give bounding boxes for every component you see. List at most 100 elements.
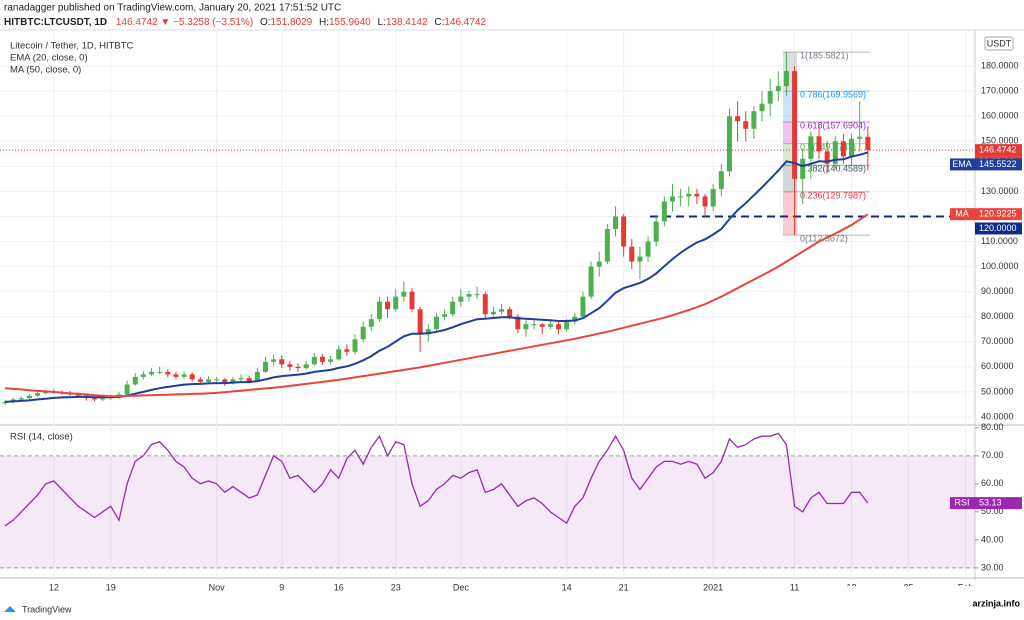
candle-body bbox=[319, 356, 325, 362]
last-price-tag: 146.4742 bbox=[979, 144, 1017, 154]
rsi-tag: 53.13 bbox=[979, 497, 1002, 507]
brand: TradingView bbox=[22, 604, 72, 614]
candle-body bbox=[572, 316, 578, 322]
price-tag-bg bbox=[975, 208, 1022, 221]
candle-body bbox=[92, 398, 98, 400]
candle-body bbox=[181, 374, 187, 377]
fib-label: 0.382(140.4589) bbox=[800, 164, 866, 174]
candle-body bbox=[262, 361, 268, 372]
candle-body bbox=[214, 379, 220, 381]
x-tick-label: Nov bbox=[209, 582, 226, 592]
candle-body bbox=[669, 196, 675, 202]
candle-body bbox=[425, 329, 431, 335]
candle-body bbox=[604, 229, 610, 262]
x-tick-label: 9 bbox=[279, 582, 284, 592]
x-tick-label: Dec bbox=[453, 582, 470, 592]
y-tick-label: 70.00 bbox=[981, 450, 1004, 460]
y-tick-label: 180.0000 bbox=[981, 60, 1019, 70]
rsi-tag-bg bbox=[975, 497, 1022, 510]
candle-body bbox=[157, 371, 163, 373]
candle-body bbox=[26, 395, 32, 399]
ohlc-key: O: bbox=[260, 17, 271, 28]
candle-body bbox=[499, 309, 505, 312]
candle-body bbox=[189, 374, 195, 380]
currency-box bbox=[984, 36, 1014, 51]
y-tick-label: 80.00 bbox=[981, 422, 1004, 432]
candle-body bbox=[393, 296, 399, 310]
candle-body bbox=[678, 196, 684, 198]
candle-body bbox=[43, 391, 49, 394]
candle-body bbox=[368, 319, 374, 327]
price-tag-key: MA bbox=[955, 209, 969, 219]
candle-body bbox=[515, 316, 521, 330]
candle-body bbox=[588, 266, 594, 297]
candle-body bbox=[751, 111, 757, 129]
candle-body bbox=[849, 138, 855, 157]
candle-body bbox=[629, 246, 635, 262]
candle-body bbox=[792, 71, 798, 179]
candle-body bbox=[401, 291, 407, 297]
candle-body bbox=[466, 294, 472, 297]
price-tag-key: EMA bbox=[952, 159, 972, 169]
y-tick-label: 50.0000 bbox=[981, 386, 1014, 396]
x-tick-label: 16 bbox=[334, 582, 344, 592]
candle-body bbox=[621, 216, 627, 247]
legend-ema: EMA (20, close, 0) bbox=[10, 53, 88, 64]
ohlc-key: L: bbox=[378, 17, 386, 28]
candle-body bbox=[165, 371, 171, 375]
candle-body bbox=[458, 296, 464, 302]
candle-body bbox=[433, 316, 439, 330]
candle-body bbox=[564, 321, 570, 330]
candle-body bbox=[385, 301, 391, 310]
x-tick-label: 2021 bbox=[703, 582, 723, 592]
candle-body bbox=[735, 116, 741, 122]
y-tick-label: 60.0000 bbox=[981, 361, 1014, 371]
fib-label: 0.236(129.7987) bbox=[800, 190, 866, 200]
candle-body bbox=[344, 349, 350, 352]
candle-body bbox=[417, 309, 423, 335]
candle-body bbox=[303, 364, 309, 369]
fib-label: 0.5(149.0747) bbox=[800, 142, 856, 152]
candle-body bbox=[132, 376, 138, 385]
indicator-line bbox=[4, 213, 869, 398]
candle-body bbox=[653, 221, 659, 242]
candle-body bbox=[694, 193, 700, 197]
candle-body bbox=[710, 188, 716, 207]
candle-body bbox=[311, 356, 317, 365]
x-tick-label: 19 bbox=[106, 582, 116, 592]
candle-body bbox=[238, 378, 244, 380]
candle-body bbox=[246, 378, 252, 382]
candle-body bbox=[857, 136, 863, 139]
candle-body bbox=[726, 116, 732, 172]
fib-band bbox=[783, 191, 797, 236]
candle-body bbox=[149, 371, 155, 375]
candle-body bbox=[759, 103, 765, 112]
x-tick-label: 12 bbox=[49, 582, 59, 592]
rsi-band bbox=[0, 455, 975, 568]
hline-tag-bg bbox=[975, 222, 1022, 235]
y-tick-label: 50.00 bbox=[981, 506, 1004, 516]
candle-body bbox=[352, 339, 358, 352]
candle-body bbox=[718, 171, 724, 189]
symbol: HITBTC:LTCUSDT, 1D bbox=[4, 17, 107, 28]
marks: 40.0000 50.0000 60.0000 70.0000 80.0000 90.00… bbox=[0, 30, 1022, 592]
watermark: arzinja.info bbox=[972, 598, 1020, 608]
fib-label: 0.786(169.9569) bbox=[800, 90, 866, 100]
candle-body bbox=[824, 151, 830, 164]
candle-body bbox=[360, 326, 366, 340]
candle-body bbox=[800, 158, 806, 179]
candle-body bbox=[661, 201, 667, 222]
y-tick-label: 70.0000 bbox=[981, 336, 1014, 346]
candle-body bbox=[507, 309, 513, 317]
y-tick-label: 80.0000 bbox=[981, 311, 1014, 321]
change: 146.4742 ▼ −5.3258 (−3.51%) bbox=[116, 17, 253, 28]
candle-body bbox=[442, 314, 448, 317]
candle-body bbox=[767, 91, 773, 104]
y-tick-label: 130.0000 bbox=[981, 186, 1019, 196]
candle-body bbox=[482, 294, 488, 315]
y-tick-label: 40.0000 bbox=[981, 411, 1014, 421]
indicator-line bbox=[4, 151, 869, 403]
candle-body bbox=[295, 366, 301, 369]
brand-logo bbox=[4, 606, 16, 612]
candle-body bbox=[18, 398, 24, 400]
